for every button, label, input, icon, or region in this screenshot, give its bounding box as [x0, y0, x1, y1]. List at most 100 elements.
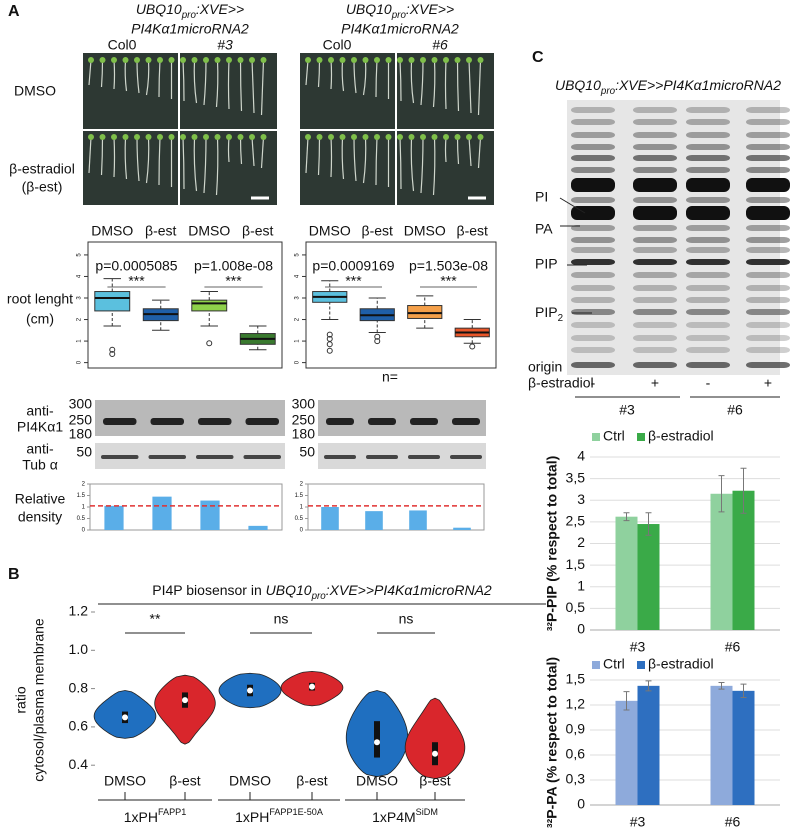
- seedling: [399, 59, 402, 102]
- bar: [453, 527, 471, 530]
- bar: [365, 511, 383, 530]
- cotyledon: [339, 57, 346, 63]
- y-axis-label: ratio: [13, 686, 29, 713]
- tlc-band: [686, 347, 730, 353]
- cotyledon: [134, 57, 140, 63]
- category-label: β-est: [242, 223, 274, 239]
- tlc-band: [686, 247, 730, 253]
- cotyledon: [168, 57, 175, 63]
- tlc-band: [633, 335, 677, 341]
- category-label: DMSO: [229, 773, 271, 789]
- plot-frame: [305, 241, 497, 369]
- cotyledon: [431, 57, 438, 63]
- cotyledon: [191, 57, 198, 63]
- bar: [710, 685, 733, 805]
- median: [182, 697, 188, 704]
- bar: [248, 525, 268, 530]
- violin: [154, 674, 216, 745]
- tlc-band: [571, 155, 615, 161]
- construct-part: pro: [391, 10, 407, 21]
- treatment-label: β-estradiol: [528, 375, 594, 391]
- seedling: [124, 136, 128, 180]
- y-tick-label: 0,3: [566, 771, 586, 787]
- panel-title-part: :XVE>>PI4Kα1microRNA2: [326, 582, 492, 598]
- tlc-band: [746, 206, 790, 220]
- cotyledon: [99, 57, 106, 63]
- outlier: [469, 343, 476, 350]
- significance: ***: [440, 273, 457, 289]
- cotyledon: [134, 134, 140, 140]
- y-tick-label: 1.0: [69, 641, 89, 657]
- category-label: DMSO: [104, 773, 146, 789]
- significance: ***: [345, 273, 362, 289]
- y-tick-label: 1: [77, 339, 83, 343]
- cotyledon: [477, 134, 484, 140]
- y-tick-label: 0.6: [69, 718, 89, 734]
- seedling: [353, 136, 357, 182]
- genotype: Col0: [323, 37, 352, 53]
- line-label: #6: [727, 402, 743, 418]
- y-tick-label: 0: [300, 528, 304, 534]
- violin: [404, 697, 466, 780]
- tlc-band: [746, 237, 790, 243]
- seedling: [260, 59, 265, 116]
- blot-band: [324, 455, 356, 459]
- cotyledon: [226, 57, 232, 63]
- cotyledon: [214, 57, 221, 63]
- tlc-band: [571, 107, 615, 113]
- seedling: [362, 136, 367, 184]
- cotyledon: [305, 57, 311, 63]
- significance: **: [150, 611, 161, 627]
- cotyledon: [408, 134, 415, 140]
- y-axis-label: ³²P-PIP (% respect to total): [544, 456, 560, 632]
- mw-label: 180: [292, 426, 316, 442]
- tlc-band: [686, 272, 730, 278]
- treatment-sign: +: [764, 375, 772, 391]
- seedling: [341, 136, 345, 180]
- cotyledon: [385, 134, 392, 140]
- cotyledon: [157, 134, 163, 140]
- tlc-band: [746, 119, 790, 125]
- category-label: DMSO: [309, 223, 351, 239]
- tlc-band: [571, 335, 615, 341]
- median: [432, 750, 438, 757]
- error-bar: [718, 475, 725, 513]
- lane-label: PA: [535, 221, 553, 237]
- mw-label: 250: [292, 412, 316, 428]
- genotype: #3: [217, 37, 233, 53]
- seedling: [330, 136, 333, 178]
- cotyledon: [362, 134, 369, 140]
- cotyledon: [374, 134, 380, 140]
- panel-title: PI4P biosensor in UBQ10pro:XVE>>PI4Kα1mi…: [152, 582, 492, 602]
- median: [247, 687, 253, 694]
- cotyledon: [443, 134, 449, 140]
- blot-band: [243, 455, 281, 459]
- tlc-band: [746, 144, 790, 150]
- y-tick-label: 0,6: [566, 746, 586, 762]
- blot-band: [452, 418, 480, 425]
- significance: ***: [225, 273, 242, 289]
- tlc-band: [746, 335, 790, 341]
- cotyledon: [466, 57, 472, 63]
- category-label: β-est: [169, 773, 201, 789]
- seedling: [113, 136, 116, 178]
- blot-band: [450, 455, 482, 459]
- cotyledon: [157, 57, 163, 63]
- seedling: [330, 59, 333, 90]
- mw-label: 180: [69, 426, 93, 442]
- panel-title-part: pro: [311, 591, 327, 602]
- group-label-part: FAPP1E-50A: [269, 807, 324, 817]
- tlc-band: [633, 322, 677, 328]
- cotyledon: [88, 134, 94, 140]
- tlc-band: [686, 167, 730, 173]
- seedling: [317, 136, 321, 176]
- category-label: DMSO: [356, 773, 398, 789]
- tlc-band: [746, 107, 790, 113]
- tlc-band: [686, 335, 730, 341]
- tlc-band: [686, 237, 730, 243]
- tlc-band: [633, 247, 677, 253]
- category-label: β-est: [457, 223, 489, 239]
- bar: [152, 496, 172, 530]
- label: Relative: [15, 491, 66, 507]
